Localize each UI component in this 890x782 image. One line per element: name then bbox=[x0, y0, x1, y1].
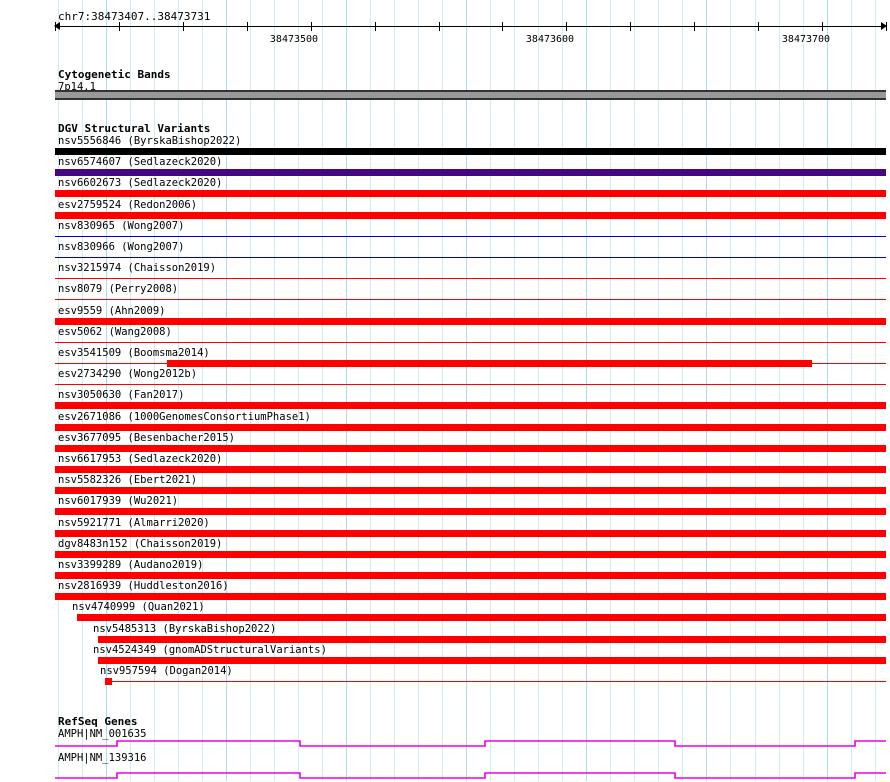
axis-tick bbox=[502, 22, 503, 31]
variant-label[interactable]: esv9559 (Ahn2009) bbox=[58, 305, 166, 317]
variant-label[interactable]: nsv5582326 (Ebert2021) bbox=[58, 474, 198, 486]
variant-bar[interactable] bbox=[55, 169, 886, 176]
gene-label-0: AMPH|NM_001635 bbox=[58, 728, 147, 740]
variant-label[interactable]: dgv8483n152 (Chaisson2019) bbox=[58, 538, 223, 550]
track-title-dgv-structural-variants: DGV Structural Variants bbox=[58, 122, 211, 135]
axis-tick bbox=[566, 22, 567, 31]
variant-line[interactable] bbox=[55, 278, 886, 279]
variant-bar[interactable] bbox=[77, 614, 886, 621]
axis-tick bbox=[55, 22, 56, 31]
axis-tick-label: 38473700 bbox=[781, 34, 831, 45]
variant-label[interactable]: nsv6574607 (Sedlazeck2020) bbox=[58, 156, 223, 168]
axis-tick bbox=[886, 22, 887, 31]
variant-bar[interactable] bbox=[98, 636, 886, 643]
variant-line[interactable] bbox=[55, 236, 886, 237]
gene-line bbox=[55, 772, 886, 779]
variant-label[interactable]: nsv957594 (Dogan2014) bbox=[100, 665, 233, 677]
variant-bar[interactable] bbox=[55, 445, 886, 452]
variant-label[interactable]: nsv6017939 (Wu2021) bbox=[58, 495, 179, 507]
variant-bar[interactable] bbox=[55, 487, 886, 494]
axis-tick bbox=[439, 22, 440, 31]
variant-label[interactable]: nsv830966 (Wong2007) bbox=[58, 241, 185, 253]
axis-tick bbox=[822, 22, 823, 31]
coordinate-axis[interactable] bbox=[54, 22, 887, 31]
variant-label[interactable]: nsv6617953 (Sedlazeck2020) bbox=[58, 453, 223, 465]
axis-tick bbox=[758, 22, 759, 31]
variant-label[interactable]: esv2759524 (Redon2006) bbox=[58, 199, 198, 211]
variant-bar[interactable] bbox=[55, 212, 886, 219]
variant-label[interactable]: nsv6602673 (Sedlazeck2020) bbox=[58, 177, 223, 189]
axis-tick bbox=[375, 22, 376, 31]
variant-bar[interactable] bbox=[55, 190, 886, 197]
axis-tick bbox=[119, 22, 120, 31]
variant-label[interactable]: nsv5485313 (ByrskaBishop2022) bbox=[93, 623, 277, 635]
arrow-right-icon[interactable] bbox=[881, 22, 887, 30]
axis-tick bbox=[694, 22, 695, 31]
gene-model[interactable] bbox=[50, 738, 890, 750]
variant-bar[interactable] bbox=[55, 593, 886, 600]
variant-bar[interactable] bbox=[55, 402, 886, 409]
variant-label[interactable]: nsv8079 (Perry2008) bbox=[58, 283, 179, 295]
variant-label[interactable]: nsv4740999 (Quan2021) bbox=[72, 601, 205, 613]
variant-line[interactable] bbox=[55, 257, 886, 258]
variant-label[interactable]: esv5062 (Wang2008) bbox=[58, 326, 172, 338]
variant-line[interactable] bbox=[55, 299, 886, 300]
variant-bar[interactable] bbox=[55, 318, 886, 325]
variant-label[interactable]: esv3541509 (Boomsma2014) bbox=[58, 347, 210, 359]
variant-bar[interactable] bbox=[55, 424, 886, 431]
axis-tick-label: 38473600 bbox=[525, 34, 575, 45]
variant-bar[interactable] bbox=[55, 530, 886, 537]
variant-bar[interactable] bbox=[105, 678, 112, 685]
gene-model[interactable] bbox=[50, 770, 890, 782]
variant-label[interactable]: esv3677095 (Besenbacher2015) bbox=[58, 432, 236, 444]
variant-label[interactable]: nsv3050630 (Fan2017) bbox=[58, 389, 185, 401]
gene-line bbox=[55, 740, 886, 747]
axis-tick bbox=[311, 22, 312, 31]
axis-tick bbox=[247, 22, 248, 31]
axis-tick bbox=[630, 22, 631, 31]
track-title-cytogenetic-bands: Cytogenetic Bands bbox=[58, 68, 171, 81]
locus-label: chr7:38473407..38473731 bbox=[58, 10, 211, 23]
axis-line bbox=[55, 26, 886, 27]
arrow-left-icon[interactable] bbox=[54, 22, 60, 30]
variant-bar[interactable] bbox=[98, 657, 886, 664]
variant-label[interactable]: nsv5556846 (ByrskaBishop2022) bbox=[58, 135, 242, 147]
variant-label[interactable]: nsv3215974 (Chaisson2019) bbox=[58, 262, 217, 274]
variant-label[interactable]: nsv5921771 (Almarri2020) bbox=[58, 517, 210, 529]
variant-line[interactable] bbox=[105, 681, 886, 682]
axis-tick-label: 38473500 bbox=[269, 34, 319, 45]
gene-label-1: AMPH|NM_139316 bbox=[58, 752, 147, 764]
variant-bar[interactable] bbox=[55, 572, 886, 579]
variant-label[interactable]: nsv3399289 (Audano2019) bbox=[58, 559, 204, 571]
variant-line[interactable] bbox=[55, 342, 886, 343]
variant-bar[interactable] bbox=[55, 551, 886, 558]
cytoband-7p14-1[interactable] bbox=[55, 90, 886, 100]
variant-line[interactable] bbox=[55, 384, 886, 385]
variant-label[interactable]: nsv4524349 (gnomADStructuralVariants) bbox=[93, 644, 327, 656]
variant-label[interactable]: esv2671086 (1000GenomesConsortiumPhase1) bbox=[58, 411, 311, 423]
variant-label[interactable]: esv2734290 (Wong2012b) bbox=[58, 368, 198, 380]
variant-bar[interactable] bbox=[55, 148, 886, 155]
variant-bar[interactable] bbox=[55, 508, 886, 515]
variant-bar[interactable] bbox=[167, 360, 812, 367]
variant-bar[interactable] bbox=[55, 466, 886, 473]
axis-tick bbox=[183, 22, 184, 31]
variant-label[interactable]: nsv2816939 (Huddleston2016) bbox=[58, 580, 229, 592]
variant-label[interactable]: nsv830965 (Wong2007) bbox=[58, 220, 185, 232]
track-title-refseq-genes: RefSeq Genes bbox=[58, 715, 138, 728]
